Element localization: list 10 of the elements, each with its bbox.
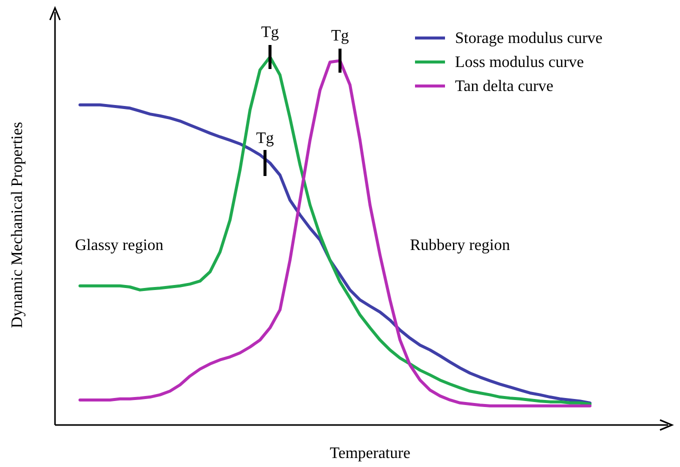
legend-label: Loss modulus curve xyxy=(455,54,584,71)
text: Tg xyxy=(261,24,279,41)
annotation: Glassy region xyxy=(75,237,164,254)
legend-label: Storage modulus curve xyxy=(455,30,603,47)
annotation: Rubbery region xyxy=(410,237,510,254)
text: Tg xyxy=(331,28,349,45)
annotation: Tg xyxy=(256,130,274,147)
x-axis-title: Temperature xyxy=(330,445,410,462)
legend-label: Tan delta curve xyxy=(455,78,554,95)
y-axis-title: Dynamic Mechanical Properties xyxy=(9,122,26,328)
